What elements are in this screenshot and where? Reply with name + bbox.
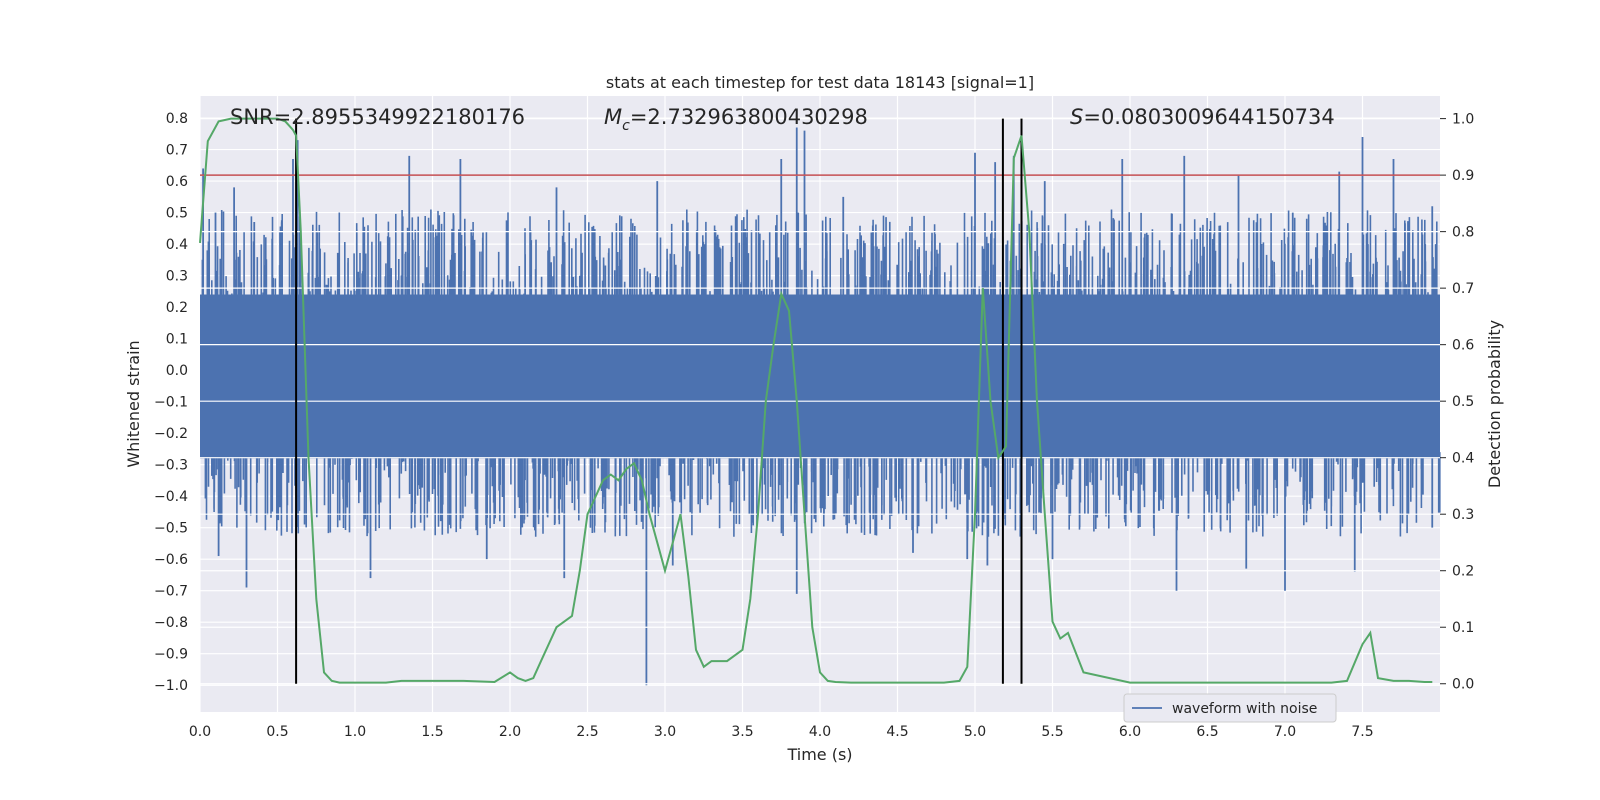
y2-tick-label: 0.0 <box>1452 677 1474 693</box>
x-axis-label: Time (s) <box>786 745 852 764</box>
x-tick-label: 1.5 <box>421 724 443 740</box>
y-tick-label: 0.0 <box>166 363 188 379</box>
x-tick-label: 7.0 <box>1274 724 1296 740</box>
mc-symbol: M <box>604 105 622 129</box>
y-tick-label: −0.5 <box>154 521 188 537</box>
mc-value: =2.732963800430298 <box>630 105 868 129</box>
y2-axis-label: Detection probability <box>1485 320 1504 488</box>
y2-tick-label: 0.9 <box>1452 168 1474 184</box>
y-tick-label: 0.3 <box>166 269 188 285</box>
y2-tick-label: 0.3 <box>1452 507 1474 523</box>
y2-tick-label: 0.1 <box>1452 620 1474 636</box>
y-tick-label: 0.7 <box>166 143 188 159</box>
y-tick-label: −0.1 <box>154 395 188 411</box>
x-tick-label: 6.0 <box>1119 724 1141 740</box>
y-tick-label: −0.2 <box>154 426 188 442</box>
y2-tick-label: 0.7 <box>1452 281 1474 297</box>
y-tick-label: −0.7 <box>154 584 188 600</box>
x-tick-label: 5.5 <box>1041 724 1063 740</box>
waveform-noise <box>201 209 1441 537</box>
s-symbol: S <box>1070 105 1083 129</box>
y2-tick-labels: 1.0 0.9 0.8 0.7 0.6 0.5 0.4 0.3 0.2 0.1 0.0 <box>1440 112 1474 693</box>
s-value: =0.0803009644150734 <box>1083 105 1334 129</box>
x-tick-label: 0.0 <box>189 724 211 740</box>
y-tick-label: 0.5 <box>166 206 188 222</box>
x-tick-label: 5.0 <box>964 724 986 740</box>
y-tick-label: 0.1 <box>166 332 188 348</box>
x-tick-label: 2.0 <box>499 724 521 740</box>
y-tick-label: −0.6 <box>154 552 188 568</box>
event-markers <box>295 118 1023 684</box>
y2-tick-label: 0.6 <box>1452 338 1474 354</box>
x-tick-label: 3.0 <box>654 724 676 740</box>
x-tick-label: 1.0 <box>344 724 366 740</box>
mc-subscript: c <box>622 118 630 134</box>
y2-tick-label: 1.0 <box>1452 112 1474 128</box>
x-tick-label: 4.5 <box>886 724 908 740</box>
snr-annotation: SNR=2.8955349922180176 <box>230 105 525 129</box>
secondary-grid <box>200 118 1440 685</box>
s-annotation: S=0.0803009644150734 <box>1070 105 1335 129</box>
y-tick-label: 0.6 <box>166 174 188 190</box>
x-tick-labels: 0.0 0.5 1.0 1.5 2.0 2.5 3.0 3.5 4.0 4.5 5.0 5.5 6.0 6… <box>189 724 1374 740</box>
legend: waveform with noise <box>1123 693 1337 723</box>
legend-box <box>1123 693 1337 723</box>
waveform-band <box>200 294 1440 459</box>
y-tick-label: −0.3 <box>154 458 188 474</box>
x-tick-label: 4.0 <box>809 724 831 740</box>
detection-probability-series <box>199 117 1433 684</box>
detection-probability-line <box>199 117 1433 684</box>
y-tick-label: 0.8 <box>166 111 188 127</box>
x-tick-label: 2.5 <box>576 724 598 740</box>
x-tick-label: 0.5 <box>266 724 288 740</box>
y2-tick-label: 0.2 <box>1452 564 1474 580</box>
y-tick-label: −0.4 <box>154 489 188 505</box>
y-tick-label: −0.9 <box>154 647 188 663</box>
legend-label: waveform with noise <box>1172 701 1317 717</box>
waveform-body <box>200 294 1440 459</box>
y-tick-label: 0.4 <box>166 237 188 253</box>
y2-tick-label: 0.4 <box>1452 451 1474 467</box>
x-tick-label: 7.5 <box>1351 724 1373 740</box>
y2-tick-label: 0.5 <box>1452 394 1474 410</box>
x-tick-label: 3.5 <box>731 724 753 740</box>
y2-tick-label: 0.8 <box>1452 225 1474 241</box>
y-tick-label: −1.0 <box>154 678 188 694</box>
y-tick-label: 0.2 <box>166 300 188 316</box>
y-tick-labels: 0.8 0.7 0.6 0.5 0.4 0.3 0.2 0.1 0.0 −0.1 −0.2 −0.3 −… <box>154 111 188 694</box>
chirp-mass-annotation: Mc=2.732963800430298 <box>604 105 868 134</box>
x-tick-label: 6.5 <box>1196 724 1218 740</box>
y-axis-label: Whitened strain <box>124 340 143 467</box>
y-tick-label: −0.8 <box>154 615 188 631</box>
chart-title: stats at each timestep for test data 181… <box>606 73 1034 92</box>
